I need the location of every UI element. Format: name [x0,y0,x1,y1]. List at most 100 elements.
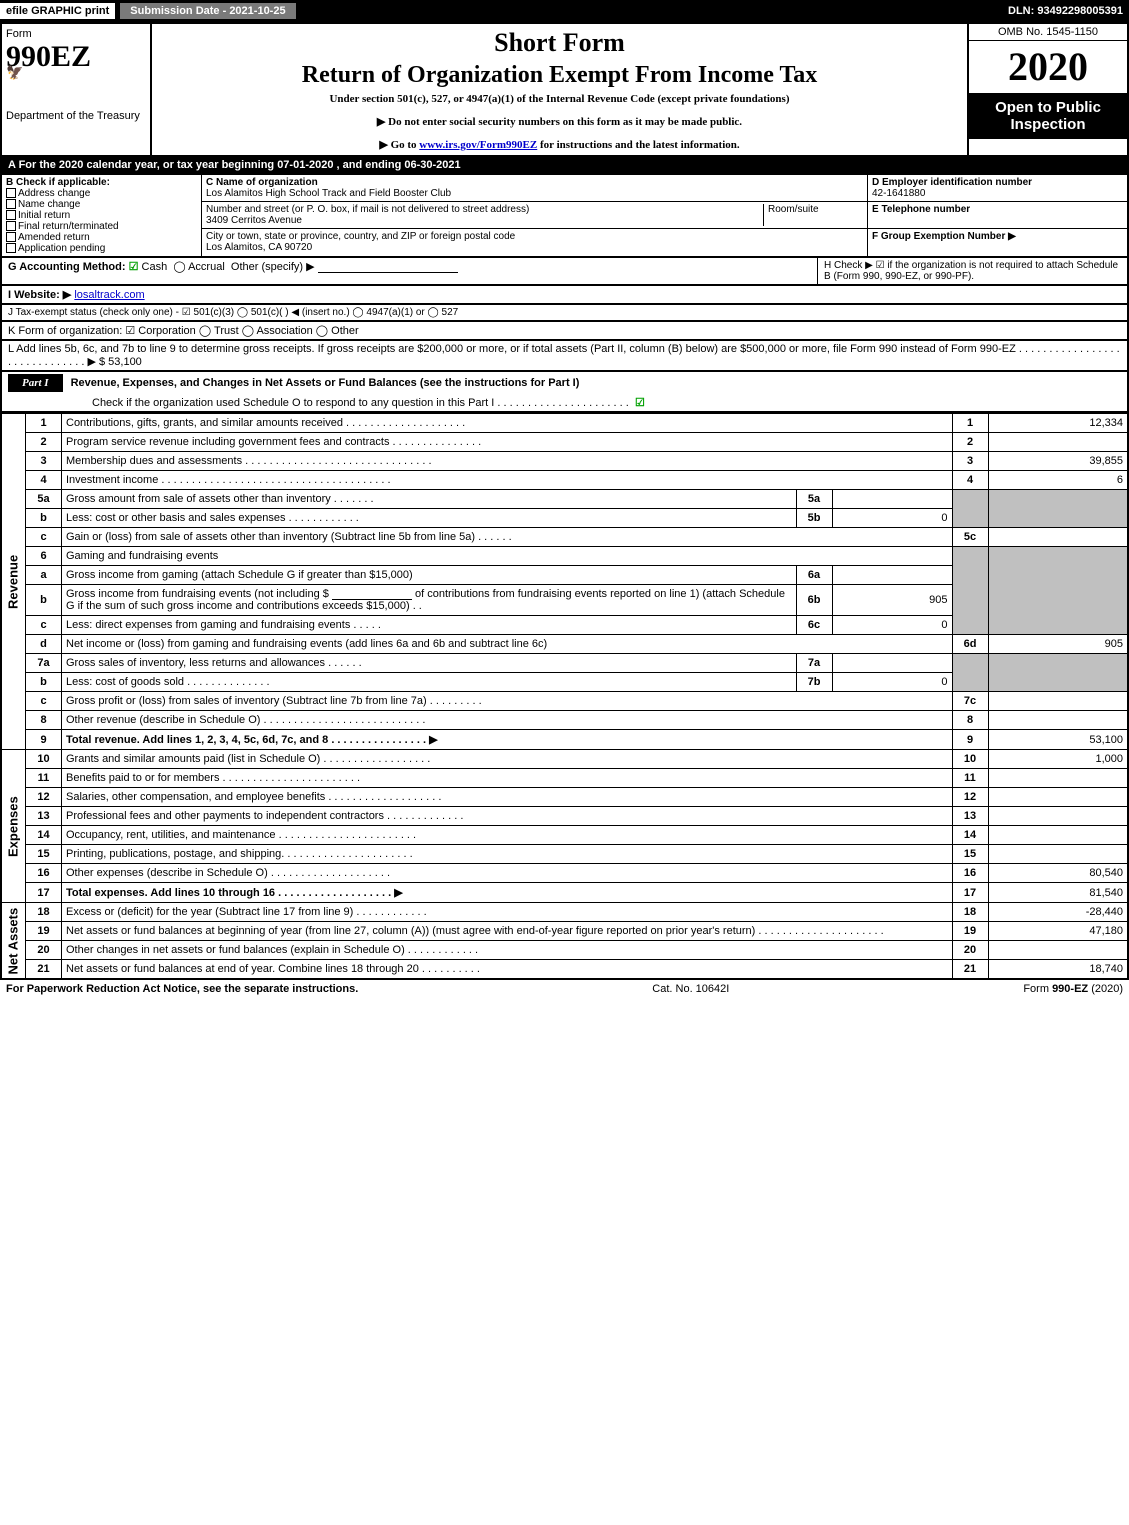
section-b-c-d: B Check if applicable: Address change Na… [0,175,1129,258]
table-row: 17Total expenses. Add lines 10 through 1… [1,883,1128,903]
opt-final-return[interactable]: Final return/terminated [6,221,197,232]
part1-check: Check if the organization used Schedule … [2,394,1127,411]
part1-header: Part I Revenue, Expenses, and Changes in… [0,372,1129,413]
opt-amended-return[interactable]: Amended return [6,232,197,243]
i-label: I Website: ▶ [8,289,71,301]
line-desc: Contributions, gifts, grants, and simila… [62,414,953,433]
org-name: Los Alamitos High School Track and Field… [206,188,451,199]
table-row: 12Salaries, other compensation, and empl… [1,788,1128,807]
addr-row: Number and street (or P. O. box, if mail… [202,202,867,229]
g-label: G Accounting Method: [8,261,126,273]
room-label: Room/suite [768,204,819,215]
opt-initial-return[interactable]: Initial return [6,210,197,221]
table-row: 15Printing, publications, postage, and s… [1,845,1128,864]
arrow2-post: for instructions and the latest informat… [537,139,739,151]
part1-tab: Part I [8,374,63,392]
irs-link[interactable]: www.irs.gov/Form990EZ [419,139,537,151]
line-h: H Check ▶ ☑ if the organization is not r… [817,258,1127,284]
top-bar: efile GRAPHIC print Submission Date - 20… [0,0,1129,22]
expenses-label: Expenses [1,750,26,903]
table-row: 2 Program service revenue including gove… [1,433,1128,452]
opt-address-change[interactable]: Address change [6,188,197,199]
table-row: Net Assets 18 Excess or (deficit) for th… [1,903,1128,922]
opt-name-change[interactable]: Name change [6,199,197,210]
table-row: 19Net assets or fund balances at beginni… [1,922,1128,941]
d-label: D Employer identification number [872,177,1032,188]
form-label: Form [6,28,146,40]
main-title: Return of Organization Exempt From Incom… [156,62,963,89]
footer-left: For Paperwork Reduction Act Notice, see … [6,983,358,995]
table-row: 8 Other revenue (describe in Schedule O)… [1,711,1128,730]
footer-mid: Cat. No. 10642I [652,983,729,995]
website-link[interactable]: losaltrack.com [74,289,144,301]
table-row: 5a Gross amount from sale of assets othe… [1,490,1128,509]
f-label: F Group Exemption Number ▶ [872,231,1016,242]
check-icon: ☑ [635,397,645,409]
form-header: Form 990EZ 🦅 Department of the Treasury … [0,22,1129,157]
efile-label[interactable]: efile GRAPHIC print [0,3,115,19]
city-label: City or town, state or province, country… [206,231,515,242]
revenue-label: Revenue [1,414,26,750]
opt-application-pending[interactable]: Application pending [6,243,197,254]
tax-year: 2020 [969,41,1127,93]
table-row: 13Professional fees and other payments t… [1,807,1128,826]
table-row: 7a Gross sales of inventory, less return… [1,654,1128,673]
table-row: 20Other changes in net assets or fund ba… [1,941,1128,960]
addr-val: 3409 Cerritos Avenue [206,215,302,226]
header-mid: Short Form Return of Organization Exempt… [152,24,967,155]
c-name-row: C Name of organization Los Alamitos High… [202,175,867,202]
line-l: L Add lines 5b, 6c, and 7b to line 9 to … [0,341,1129,372]
table-row: 4 Investment income . . . . . . . . . . … [1,471,1128,490]
table-row: 14Occupancy, rent, utilities, and mainte… [1,826,1128,845]
table-row: d Net income or (loss) from gaming and f… [1,635,1128,654]
form-number: 990EZ [6,40,146,74]
header-left: Form 990EZ 🦅 Department of the Treasury [2,24,152,155]
l-text: L Add lines 5b, 6c, and 7b to line 9 to … [8,343,1120,368]
table-row: 21Net assets or fund balances at end of … [1,960,1128,980]
arrow1: ▶ Do not enter social security numbers o… [156,115,963,128]
g-other: Other (specify) ▶ [231,261,315,273]
box-num: 1 [952,414,988,433]
ein-val: 42-1641880 [872,188,925,199]
open-public: Open to Public Inspection [969,93,1127,139]
table-row: 11Benefits paid to or for members . . . … [1,769,1128,788]
table-row: 6 Gaming and fundraising events [1,547,1128,566]
page-footer: For Paperwork Reduction Act Notice, see … [0,980,1129,998]
g-accrual: Accrual [188,261,225,273]
f-row: F Group Exemption Number ▶ [868,229,1127,244]
table-row: 16Other expenses (describe in Schedule O… [1,864,1128,883]
d-row: D Employer identification number 42-1641… [868,175,1127,202]
check-icon: ☑ [129,261,139,273]
line-g-h: G Accounting Method: ☑ Cash ◯ Accrual Ot… [0,258,1129,286]
line-num: 1 [26,414,62,433]
footer-right: Form 990-EZ (2020) [1023,983,1123,995]
g-cash: Cash [142,261,168,273]
subtitle: Under section 501(c), 527, or 4947(a)(1)… [156,93,963,105]
e-label: E Telephone number [872,204,970,215]
dept-treasury: Department of the Treasury [6,110,146,122]
arrow2: ▶ Go to www.irs.gov/Form990EZ for instru… [156,138,963,151]
table-row: c Gross profit or (loss) from sales of i… [1,692,1128,711]
netassets-label: Net Assets [1,903,26,980]
section-b-left: B Check if applicable: Address change Na… [2,175,202,256]
dln: DLN: 93492298005391 [1008,5,1129,17]
city-val: Los Alamitos, CA 90720 [206,242,312,253]
box-val: 12,334 [988,414,1128,433]
table-row: c Gain or (loss) from sale of assets oth… [1,528,1128,547]
short-form-title: Short Form [156,28,963,58]
part1-title: Revenue, Expenses, and Changes in Net As… [71,377,580,389]
eagle-icon: 🦅 [6,64,23,81]
l-val: 53,100 [108,356,142,368]
line-k: K Form of organization: ☑ Corporation ◯ … [0,322,1129,341]
omb-number: OMB No. 1545-1150 [969,24,1127,41]
part1-table: Revenue 1 Contributions, gifts, grants, … [0,413,1129,980]
table-row: 3 Membership dues and assessments . . . … [1,452,1128,471]
submission-date: Submission Date - 2021-10-25 [119,2,296,20]
line-i: I Website: ▶ losaltrack.com [0,286,1129,305]
city-row: City or town, state or province, country… [202,229,867,255]
b-heading: B Check if applicable: [6,177,197,188]
c-label: C Name of organization [206,177,318,188]
header-right: OMB No. 1545-1150 2020 Open to Public In… [967,24,1127,155]
section-c-mid: C Name of organization Los Alamitos High… [202,175,867,256]
addr-label: Number and street (or P. O. box, if mail… [206,204,529,215]
